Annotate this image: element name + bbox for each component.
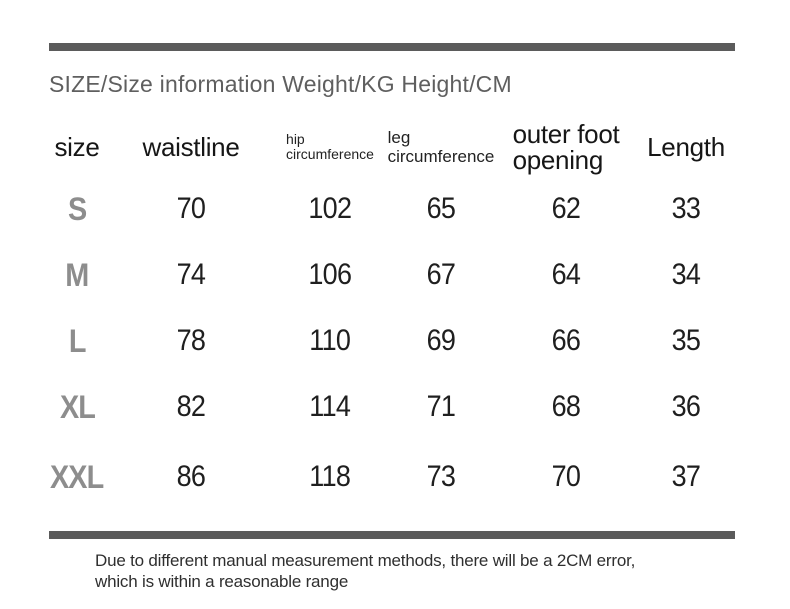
table-cell: 70 [108,176,274,242]
table-row-l-size-cell: L [46,308,108,374]
cell-value: 82 [176,390,206,423]
header-line: circumference [387,147,495,166]
cell-value: 35 [671,324,701,357]
cell-value: 33 [671,192,701,225]
column-header-outer-foot-opening: outer foot opening [496,118,636,176]
column-header-label: hip circumference [286,132,374,162]
column-header-label: Length [647,132,725,162]
header-line: hip [286,131,305,147]
cell-value: 62 [551,192,581,225]
column-header-length: Length [636,118,736,176]
size-label: S [67,190,87,227]
cell-value: 34 [671,258,701,291]
table-row-xl-size-cell: XL [46,374,108,440]
table-cell: 62 [496,176,636,242]
cell-value: 106 [308,258,353,291]
cell-value: 78 [176,324,206,357]
disclaimer-line-2: which is within a reasonable range [95,572,349,591]
table-cell: 37 [636,440,736,514]
table-cell: 78 [108,308,274,374]
column-header-label: waistline [142,132,240,162]
column-header-size: size [46,118,108,176]
column-header-label: outer foot opening [513,121,620,173]
cell-value: 118 [309,460,352,493]
cell-value: 37 [671,460,701,493]
table-cell: 69 [386,308,496,374]
column-header-waistline: waistline [108,118,274,176]
cell-value: 114 [309,390,352,423]
disclaimer-line-1: Due to different manual measurement meth… [95,551,636,570]
cell-value: 69 [426,324,456,357]
table-row-xxl-size-cell: XXL [46,440,108,514]
table-cell: 35 [636,308,736,374]
cell-value: 65 [426,192,456,225]
table-cell: 86 [108,440,274,514]
table-cell: 82 [108,374,274,440]
table-cell: 64 [496,242,636,308]
size-label: XL [59,388,95,425]
column-header-label: leg circumference [388,128,495,166]
cell-value: 68 [551,390,581,423]
cell-value: 67 [426,258,456,291]
table-cell: 65 [386,176,496,242]
header-line: opening [512,145,604,175]
cell-value: 70 [176,192,206,225]
column-header-leg-circumference: leg circumference [386,118,496,176]
header-line: outer foot [512,119,620,149]
measurement-disclaimer: Due to different manual measurement meth… [95,550,635,592]
table-cell: 67 [386,242,496,308]
cell-value: 71 [426,390,456,423]
table-cell: 36 [636,374,736,440]
table-cell: 74 [108,242,274,308]
cell-value: 74 [176,258,206,291]
table-cell: 106 [274,242,386,308]
header-line: circumference [286,146,374,162]
cell-value: 66 [551,324,581,357]
size-label: XXL [50,458,104,495]
size-label: L [68,322,87,359]
column-header-hip-circumference: hip circumference [274,118,386,176]
table-cell: 68 [496,374,636,440]
table-cell: 110 [274,308,386,374]
table-cell: 73 [386,440,496,514]
table-cell: 66 [496,308,636,374]
page-title: SIZE/Size information Weight/KG Height/C… [49,71,512,97]
top-divider-bar [49,43,735,51]
size-label: M [65,256,89,293]
table-cell: 71 [386,374,496,440]
cell-value: 70 [551,460,581,493]
cell-value: 73 [426,460,456,493]
size-table: size waistline hip circumference leg cir… [46,118,736,514]
cell-value: 64 [551,258,581,291]
table-cell: 102 [274,176,386,242]
cell-value: 110 [309,324,352,357]
header-line: leg [387,128,411,147]
cell-value: 86 [176,460,206,493]
table-row-s-size-cell: S [46,176,108,242]
table-cell: 34 [636,242,736,308]
table-cell: 70 [496,440,636,514]
table-cell: 114 [274,374,386,440]
table-cell: 118 [274,440,386,514]
table-cell: 33 [636,176,736,242]
bottom-divider-bar [49,531,735,539]
cell-value: 102 [308,192,353,225]
table-row-m-size-cell: M [46,242,108,308]
column-header-label: size [54,132,100,162]
cell-value: 36 [671,390,701,423]
